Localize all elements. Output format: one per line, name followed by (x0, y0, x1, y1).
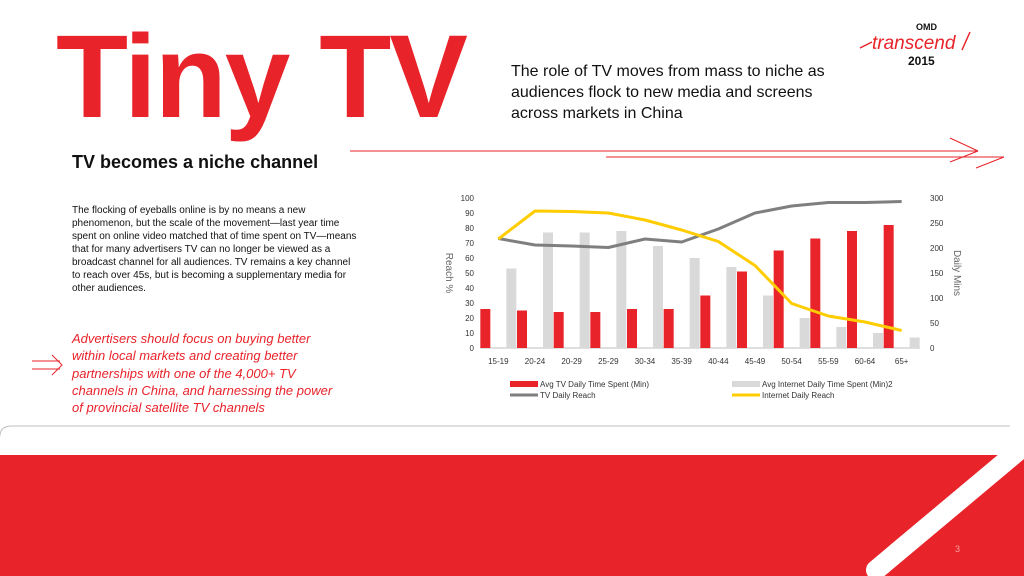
tv-time-bar (810, 238, 821, 348)
x-tick-label: 40-44 (708, 357, 729, 366)
diagonal-swoosh (866, 436, 1024, 576)
page-number: 3 (955, 544, 961, 554)
y-left-tick-label: 10 (465, 329, 474, 338)
logo-top: OMD (916, 22, 937, 32)
x-tick-label: 20-29 (561, 357, 582, 366)
y-right-tick-label: 200 (930, 244, 944, 253)
body-paragraph: The flocking of eyeballs online is by no… (72, 205, 357, 294)
x-tick-label: 45-49 (745, 357, 766, 366)
y-right-tick-label: 300 (930, 194, 944, 203)
x-tick-label: 65+ (895, 357, 909, 366)
age-reach-chart: 0 10 20 30 40 50 60 70 80 90 100 0 50 100 150 200 250 300… (443, 194, 962, 400)
x-tick-label: 55-59 (818, 357, 839, 366)
page-title: Tiny TV (56, 11, 468, 143)
bottom-red-band (0, 455, 1024, 576)
y-left-tick-label: 80 (465, 224, 474, 233)
x-tick-label: 20-24 (525, 357, 546, 366)
callout-text: Advertisers should focus on buying bette… (72, 331, 333, 416)
legend-swatch (510, 381, 538, 387)
y-right-tick-label: 50 (930, 319, 939, 328)
legend-label: Avg Internet Daily Time Spent (Min)2 (762, 380, 893, 389)
callout-arrow-icon (32, 354, 63, 376)
x-tick-label: 60-64 (855, 357, 876, 366)
logo-main: transcend (872, 33, 957, 54)
internet-time-bar (763, 295, 773, 348)
internet-time-bar (873, 333, 883, 348)
y-right-axis-label: Daily Mins (951, 250, 962, 296)
x-tick-label: 30-34 (635, 357, 656, 366)
internet-time-bar (506, 268, 517, 348)
x-tick-label: 35-39 (671, 357, 692, 366)
internet-time-bar (726, 267, 737, 348)
y-right-tick-label: 250 (930, 219, 944, 228)
x-tick-label: 25-29 (598, 357, 619, 366)
legend-label: TV Daily Reach (540, 391, 596, 400)
y-left-tick-label: 100 (461, 194, 475, 203)
tv-time-bar (517, 310, 527, 348)
tv-time-bar (627, 309, 637, 348)
internet-time-bar (909, 337, 920, 348)
internet-time-bar (579, 232, 590, 348)
y-right-tick-label: 150 (930, 269, 944, 278)
tv-reach-line (498, 200, 902, 249)
y-left-tick-label: 90 (465, 209, 474, 218)
x-tick-label: 15-19 (488, 357, 509, 366)
x-tick-label: 50-54 (781, 357, 802, 366)
tv-time-bar (847, 231, 857, 348)
y-left-tick-label: 30 (465, 299, 474, 308)
tv-time-bar (480, 309, 491, 348)
internet-time-bar (836, 327, 847, 348)
white-swoosh (0, 428, 1024, 455)
internet-time-bar (689, 258, 700, 348)
tv-time-bar (737, 271, 747, 348)
y-right-tick-label: 100 (930, 294, 944, 303)
y-left-tick-label: 20 (465, 314, 474, 323)
internet-reach-line (497, 209, 903, 332)
tagline: The role of TV moves from mass to niche … (511, 63, 825, 122)
y-left-axis-label: Reach % (443, 253, 454, 294)
tv-time-bar (700, 295, 711, 348)
tv-time-bar (773, 250, 784, 348)
y-left-tick-label: 40 (465, 284, 474, 293)
tv-time-bar (883, 225, 894, 348)
internet-time-bar (616, 231, 627, 348)
y-left-tick-label: 0 (470, 344, 475, 353)
section-subtitle: TV becomes a niche channel (72, 152, 319, 172)
logo-year: 2015 (908, 54, 935, 68)
internet-time-bar (543, 232, 553, 348)
y-left-tick-label: 70 (465, 239, 474, 248)
internet-time-bar (799, 318, 810, 348)
internet-time-bar (653, 246, 663, 348)
legend-label: Avg TV Daily Time Spent (Min) (540, 380, 649, 389)
y-left-tick-label: 50 (465, 269, 474, 278)
omd-transcend-logo: OMD transcend 2015 (859, 22, 971, 68)
y-right-tick-label: 0 (930, 344, 935, 353)
legend-swatch (732, 381, 760, 387)
legend-label: Internet Daily Reach (762, 391, 834, 400)
y-left-tick-label: 60 (465, 254, 474, 263)
tv-time-bar (663, 309, 674, 348)
tv-time-bar (553, 312, 564, 348)
tv-time-bar (590, 312, 601, 348)
